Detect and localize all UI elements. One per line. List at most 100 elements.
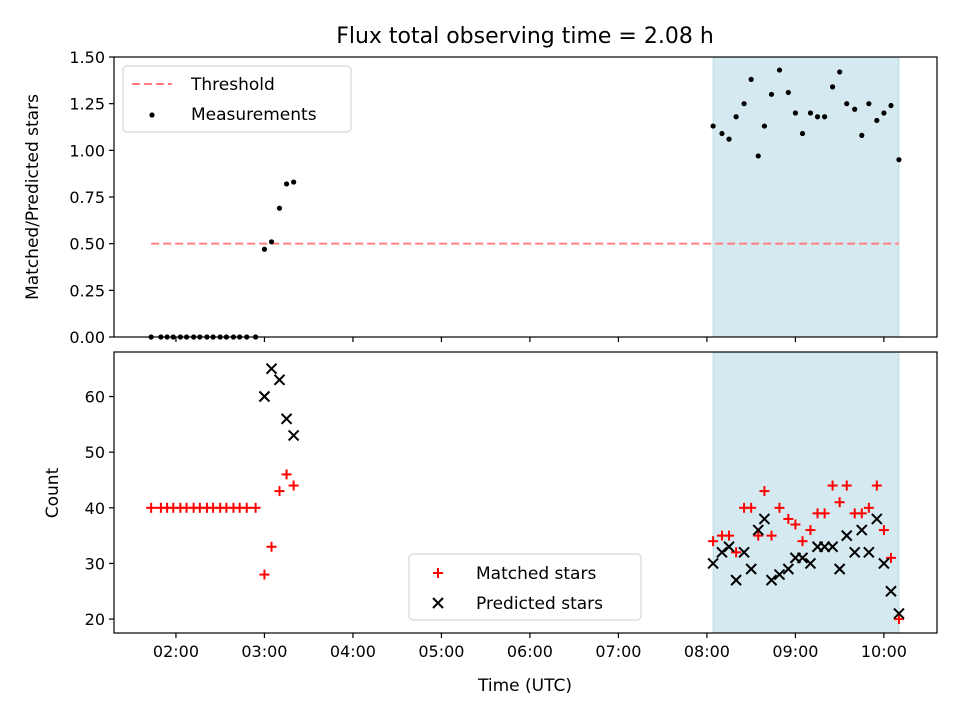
bottom-point-x-10 [745,563,757,575]
bottom-point-x-4-b [287,429,300,442]
legend-predicted-swatch [432,597,444,609]
top-point-dot-17 [268,239,275,245]
bottom-point-x-0-b [258,390,271,403]
top-point-dot-36 [822,114,828,120]
top-point-dot-22 [719,130,725,137]
bottom-y-axis-label: Count [43,467,63,518]
bottom-point-x-7 [723,541,735,553]
legend-measurements-swatch [149,112,155,118]
top-point-dot-33 [799,130,806,137]
legend-predicted-label: Predicted stars [476,594,603,614]
top-legend: Threshold Measurements [122,65,352,133]
x-tick-label-4: 06:00 [507,642,553,661]
bottom-point-x-4 [287,429,300,442]
bottom-point-plus-32 [790,519,801,530]
bottom-point-x-24-b [848,546,861,559]
bottom-point-plus-23 [724,530,735,541]
top-point-dot-16 [261,246,268,252]
bottom-point-x-29-b [885,585,897,597]
legend-matched-label: Matched stars [476,564,596,584]
top-point-dot-24 [733,114,739,120]
bottom-point-x-6-b [716,546,728,559]
top-point-dot-20 [291,179,297,185]
bottom-point-x-11-b [752,524,764,536]
bottom-point-x-22 [833,563,846,575]
bottom-point-x-3-b [280,413,293,425]
x-axis-label: Time (UTC) [477,676,572,696]
bottom-point-x-15-b [782,563,795,575]
top-point-dot-18 [276,205,283,211]
top-y-tick-label-5: 1.25 [69,95,105,114]
top-point-dot-28 [761,123,768,129]
bottom-y-tick-label-1: 30 [85,554,105,573]
bottom-point-x-28-b [878,557,890,570]
bottom-shaded-region [712,351,900,634]
bottom-point-plus-45 [885,552,896,563]
bottom-point-plus-0 [146,502,157,513]
bottom-point-x-12 [758,513,771,525]
bottom-point-x-23 [841,529,853,542]
bottom-point-plus-34 [805,525,816,536]
top-point-dot-29 [768,91,775,97]
top-y-tick-label-3: 0.75 [69,188,105,207]
bottom-point-plus-17 [266,541,277,552]
x-tick-label-5: 07:00 [595,642,641,661]
top-point-dot-44 [881,110,887,116]
bottom-point-x-5-b [707,557,719,570]
x-tick-label-1: 03:00 [241,642,287,661]
bottom-point-x-30 [893,607,905,620]
top-legend-box [122,65,352,133]
top-y-tick-label-4: 1.00 [69,141,105,160]
bottom-point-x-18 [804,557,817,570]
bottom-point-x-13 [765,574,778,586]
x-tick-label-8: 10:00 [861,642,907,661]
bottom-point-x-11 [752,524,764,536]
bottom-point-x-17-b [796,552,809,564]
top-shaded-region [712,56,900,338]
bottom-point-x-21-b [826,541,839,553]
bottom-legend: Matched stars Predicted stars [408,553,642,621]
bottom-point-plus-36 [819,508,830,519]
x-tick-label-3: 05:00 [418,642,464,661]
bottom-point-x-13-b [765,574,778,586]
bottom-point-plus-31 [783,513,794,524]
bottom-point-plus-26 [746,502,757,513]
x-tick-label-7: 09:00 [772,642,818,661]
legend-matched-swatch [433,568,443,578]
bottom-point-x-30-b [893,607,905,620]
bottom-point-x-2 [273,374,286,386]
top-point-dot-46 [896,157,902,163]
bottom-point-x-25-b [856,524,868,536]
x-tick-label-2: 04:00 [330,642,376,661]
bottom-point-x-26 [863,546,875,559]
bottom-point-plus-33 [797,536,808,547]
bottom-point-x-26-b [863,546,875,559]
bottom-y-tick-label-0: 20 [85,610,105,629]
bottom-point-x-1 [265,362,278,375]
top-panel: 0.00 0.25 0.50 0.75 1.00 1.25 1.50 Threshold Mea… [69,48,938,347]
bottom-point-x-14-b [773,568,786,581]
x-tick-label-0: 02:00 [153,642,199,661]
bottom-point-plus-46 [893,614,904,625]
top-point-dot-42 [866,101,872,107]
bottom-point-plus-21 [708,536,719,547]
bottom-point-x-9-b [738,546,750,559]
bottom-point-plus-16 [259,569,270,580]
chart-title: Flux total observing time = 2.08 h [336,24,714,49]
bottom-point-plus-28 [759,486,770,497]
top-point-dot-38 [837,69,843,75]
bottom-point-plus-30 [774,502,785,513]
bottom-point-plus-37 [827,480,838,491]
bottom-point-x-18-b [804,557,817,570]
top-point-dot-27 [755,153,761,159]
bottom-point-x-25 [856,524,868,536]
bottom-point-x-23-b [841,529,853,542]
bottom-point-x-2-b [273,374,286,386]
bottom-point-plus-41 [856,508,867,519]
top-y-tick-label-6: 1.50 [69,48,105,67]
bottom-series-predicted-stars [258,362,905,620]
bottom-point-x-9 [738,546,750,559]
bottom-point-x-28 [878,557,890,570]
bottom-point-plus-42 [863,502,874,513]
